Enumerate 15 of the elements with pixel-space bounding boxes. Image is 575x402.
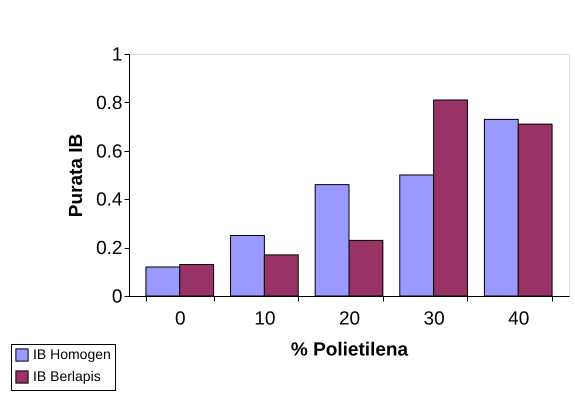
y-tick-label: 0: [112, 286, 122, 308]
y-tick-label: 0.4: [96, 190, 123, 211]
x-tick-label: 40: [508, 308, 530, 330]
x-tick-label: 30: [424, 308, 445, 330]
y-tick-label: 0.2: [96, 238, 122, 260]
y-axis-title: Purata IB: [66, 134, 88, 218]
legend-label: IB Berlapis: [33, 368, 101, 384]
y-tick-label: 1: [112, 44, 122, 66]
y-tick-label: 0.6: [96, 141, 122, 162]
x-tick-label: 0: [174, 308, 186, 330]
y-tick-label: 0.8: [96, 92, 122, 114]
x-tick-label: 10: [254, 308, 276, 330]
x-tick-label: 20: [338, 308, 360, 330]
x-axis-title: % Polietilena: [290, 340, 409, 360]
legend-label: IB Homogen: [33, 346, 111, 362]
